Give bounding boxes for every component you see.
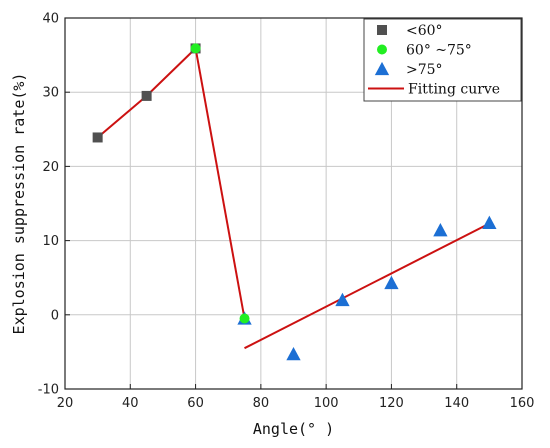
triangle-data-point (482, 215, 497, 229)
legend: <60° 60° ~75° >75° Fitting curve (363, 18, 522, 102)
y-tick-label: 40 (42, 12, 59, 27)
legend-circle-icon (377, 44, 387, 55)
legend-entry-label: Fitting curve (408, 82, 500, 98)
x-tick-label: 20 (57, 396, 74, 411)
x-tick-label: 120 (379, 396, 404, 411)
triangle-data-point (335, 292, 350, 307)
y-tick-label: -10 (38, 383, 59, 398)
triangle-data-point (433, 223, 448, 237)
legend-entry-label: 60° ~75° (406, 43, 472, 59)
x-tick-label: 80 (253, 396, 270, 411)
y-tick-label: 10 (42, 234, 59, 249)
fitting-curve-line (244, 222, 490, 350)
x-tick-label: 100 (314, 396, 339, 411)
axis-ticks: 20 40 60 80 100 120 140 160 -10 0 10 20 30 40 (38, 12, 535, 412)
square-data-point (92, 132, 103, 143)
legend-square-icon (377, 25, 387, 35)
legend-triangle-icon (374, 61, 390, 76)
y-tick-label: 0 (51, 308, 59, 323)
y-axis-label: Explosion suppression rate(%) (10, 73, 28, 335)
data-markers (92, 43, 497, 361)
circle-data-point (239, 313, 250, 324)
fitting-curve-line (194, 48, 246, 319)
circle-data-point (190, 43, 201, 54)
x-tick-label: 60 (187, 396, 204, 411)
x-tick-label: 140 (444, 396, 469, 411)
triangle-data-point (384, 275, 399, 290)
legend-entry-label: >75° (406, 62, 443, 78)
plot-frame (64, 17, 523, 390)
square-data-point (141, 90, 152, 101)
y-tick-label: 30 (42, 86, 59, 101)
x-tick-label: 160 (510, 396, 535, 411)
y-tick-label: 20 (42, 160, 59, 175)
x-axis-label: Angle(° ) (253, 420, 334, 438)
legend-entry-label: <60° (406, 23, 443, 39)
triangle-data-point (286, 346, 301, 361)
x-tick-label: 40 (122, 396, 139, 411)
legend-box (363, 18, 522, 102)
